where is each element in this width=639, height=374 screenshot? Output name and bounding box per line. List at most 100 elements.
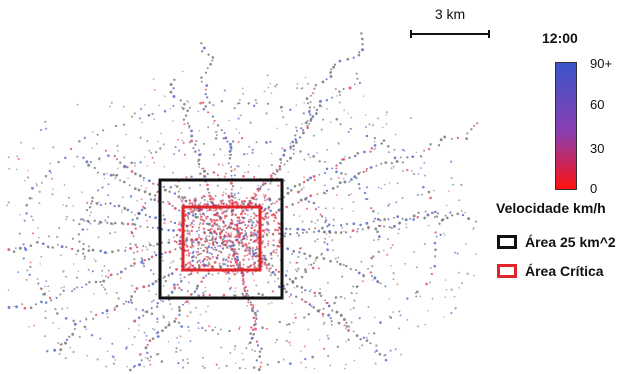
legend-item-critical-area: Área Crítica: [497, 261, 604, 281]
speed-point: [244, 367, 247, 370]
speed-point: [190, 129, 193, 133]
speed-point: [243, 281, 246, 284]
speed-point: [297, 255, 300, 259]
speed-point: [206, 240, 209, 243]
speed-point: [203, 199, 206, 201]
speed-point: [245, 235, 249, 238]
speed-point: [160, 360, 164, 363]
speed-point: [393, 148, 396, 151]
speed-point: [29, 244, 33, 248]
speed-point: [57, 243, 59, 246]
speed-point: [270, 271, 273, 275]
speed-point: [213, 119, 216, 122]
speed-point: [314, 259, 317, 262]
legend-label-critical-area: Área Crítica: [525, 263, 604, 279]
speed-point: [253, 226, 256, 228]
speed-point: [130, 295, 134, 298]
speed-point: [238, 233, 241, 236]
speed-point: [229, 260, 232, 263]
speed-point: [225, 203, 228, 206]
speed-point: [63, 184, 66, 186]
speed-point: [240, 239, 243, 242]
speed-point: [180, 280, 183, 283]
speed-point: [347, 325, 351, 328]
speed-point: [297, 267, 300, 270]
speed-point: [262, 254, 265, 257]
speed-point: [457, 271, 460, 274]
speed-point: [195, 256, 198, 259]
speed-point: [161, 256, 163, 259]
speed-point: [143, 331, 146, 334]
speed-point: [144, 213, 147, 217]
speed-point: [306, 126, 309, 129]
speed-point: [391, 244, 394, 247]
speed-point: [236, 231, 240, 234]
speed-point: [266, 363, 269, 366]
speed-point: [191, 214, 195, 217]
speed-point: [116, 273, 119, 276]
speed-point: [430, 211, 434, 215]
speed-point: [203, 366, 206, 369]
speed-point: [360, 260, 363, 263]
speed-point: [177, 321, 181, 324]
speed-point: [284, 232, 287, 235]
speed-point: [307, 328, 310, 331]
speed-point: [312, 92, 315, 95]
speed-point: [295, 139, 298, 142]
speed-point: [101, 274, 104, 277]
speed-point: [223, 239, 226, 242]
speed-point: [188, 124, 191, 128]
speed-point: [344, 155, 346, 158]
speed-point: [356, 77, 359, 80]
speed-point: [131, 284, 134, 287]
speed-point: [318, 291, 322, 295]
speed-point: [54, 307, 57, 311]
speed-point: [200, 42, 203, 45]
speed-point: [45, 280, 48, 282]
speed-point: [246, 290, 249, 292]
speed-point: [423, 149, 426, 152]
speed-point: [188, 329, 190, 332]
speed-point: [92, 131, 94, 133]
speed-point: [442, 218, 445, 221]
speed-point: [293, 286, 296, 289]
speed-point: [242, 272, 245, 275]
speed-point: [250, 218, 253, 221]
speed-point: [159, 147, 162, 150]
speed-point: [374, 351, 376, 354]
speed-point: [442, 232, 445, 235]
speed-point: [254, 99, 257, 102]
speed-point: [228, 154, 231, 156]
speed-point: [178, 341, 180, 344]
speed-point: [371, 265, 374, 268]
speed-point: [162, 143, 165, 146]
speed-point: [236, 255, 239, 259]
speed-point: [251, 151, 254, 154]
speed-point: [153, 328, 156, 331]
speed-point: [429, 267, 432, 270]
speed-point: [185, 236, 189, 240]
speed-point: [240, 240, 243, 243]
speed-point: [303, 345, 306, 348]
speed-point: [71, 290, 74, 293]
speed-point: [235, 263, 239, 266]
speed-point: [256, 344, 260, 347]
speed-point: [79, 320, 82, 323]
speed-point: [240, 231, 243, 235]
speed-point: [475, 253, 478, 256]
speed-point: [289, 108, 292, 112]
speed-point: [268, 198, 272, 202]
speed-point: [236, 258, 239, 261]
speed-point: [190, 201, 194, 205]
speed-point: [308, 303, 312, 306]
speed-point: [314, 227, 317, 230]
speed-point: [93, 293, 95, 295]
speed-point: [274, 341, 277, 344]
speed-point: [411, 170, 413, 172]
speed-point: [213, 209, 215, 212]
speed-point: [244, 233, 248, 237]
speed-point: [374, 227, 378, 231]
area-25km2-box: [158, 178, 284, 300]
speed-point: [114, 124, 118, 128]
speed-point: [154, 150, 158, 154]
